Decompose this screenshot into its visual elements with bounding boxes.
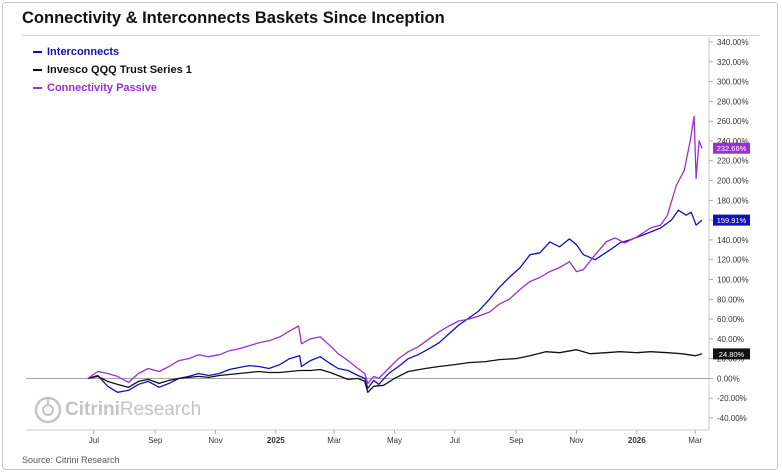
legend-label: Connectivity Passive: [47, 82, 158, 94]
last-value-tag-2: [713, 142, 750, 154]
last-value-label: 232.66%: [717, 144, 747, 153]
y-tick-label: -20.00%: [717, 394, 747, 403]
x-tick-label: May: [387, 436, 402, 445]
series-line-1: [87, 349, 703, 393]
chart-legend: Interconnects Invesco QQQ Trust Series 1 C…: [33, 43, 192, 97]
legend-item[interactable]: Invesco QQQ Trust Series 1: [33, 61, 192, 79]
last-value-label: 159.91%: [717, 216, 747, 225]
last-value-tag-1: [713, 348, 750, 360]
y-tick-label: 300.00%: [717, 78, 749, 87]
x-tick-label: Sep: [509, 436, 524, 445]
y-tick-label: 260.00%: [717, 117, 749, 126]
y-tick-label: 180.00%: [717, 196, 749, 205]
legend-swatch: [33, 69, 42, 72]
x-tick-label: Nov: [208, 436, 222, 445]
x-tick-label: Jul: [450, 436, 460, 445]
y-tick-label: 120.00%: [717, 256, 749, 265]
last-value-label: 24.80%: [719, 350, 745, 359]
y-tick-label: 80.00%: [717, 295, 744, 304]
watermark-brand: Citrini: [65, 399, 120, 420]
legend-swatch: [33, 51, 42, 54]
legend-label: Interconnects: [47, 46, 120, 58]
x-tick-label: 2025: [267, 436, 285, 445]
x-tick-label: Mar: [327, 436, 341, 445]
x-tick-label: Sep: [148, 436, 163, 445]
x-tick-label: Mar: [688, 436, 702, 445]
x-tick-label: Nov: [569, 436, 583, 445]
y-tick-label: 200.00%: [717, 177, 749, 186]
y-tick-label: 100.00%: [717, 275, 749, 284]
y-tick-label: 280.00%: [717, 97, 749, 106]
y-tick-label: 340.00%: [717, 38, 749, 47]
y-tick-label: 40.00%: [717, 335, 744, 344]
y-tick-label: 320.00%: [717, 58, 749, 67]
y-tick-label: 0.00%: [717, 374, 740, 383]
legend-swatch: [33, 87, 42, 90]
y-tick-label: 60.00%: [717, 315, 744, 324]
x-tick-label: 2026: [628, 436, 646, 445]
watermark-brand-suffix: Research: [119, 399, 202, 420]
legend-label: Invesco QQQ Trust Series 1: [47, 64, 192, 76]
watermark: CitriniResearch: [33, 395, 201, 431]
source-note: Source: Citrini Research: [22, 455, 120, 465]
last-value-tag-0: [713, 214, 750, 226]
series-line-2: [87, 115, 703, 385]
chart-frame: [2, 2, 778, 470]
chart-plot: 340.00% 320.00% 300.00% 280.00% 260.00% 240.0…: [26, 37, 750, 445]
title-divider: [22, 35, 760, 36]
y-tick-label: 240.00%: [717, 137, 749, 146]
legend-item[interactable]: Interconnects: [33, 43, 192, 61]
series-line-0: [87, 209, 703, 393]
chart-title: Connectivity & Interconnects Baskets Sin…: [22, 9, 445, 27]
legend-item[interactable]: Connectivity Passive: [33, 79, 192, 97]
y-tick-label: 220.00%: [717, 157, 749, 166]
y-tick-label: 140.00%: [717, 236, 749, 245]
citrini-logo-icon: [34, 396, 62, 424]
y-tick-label: -40.00%: [717, 414, 747, 423]
x-tick-label: Jul: [89, 436, 99, 445]
